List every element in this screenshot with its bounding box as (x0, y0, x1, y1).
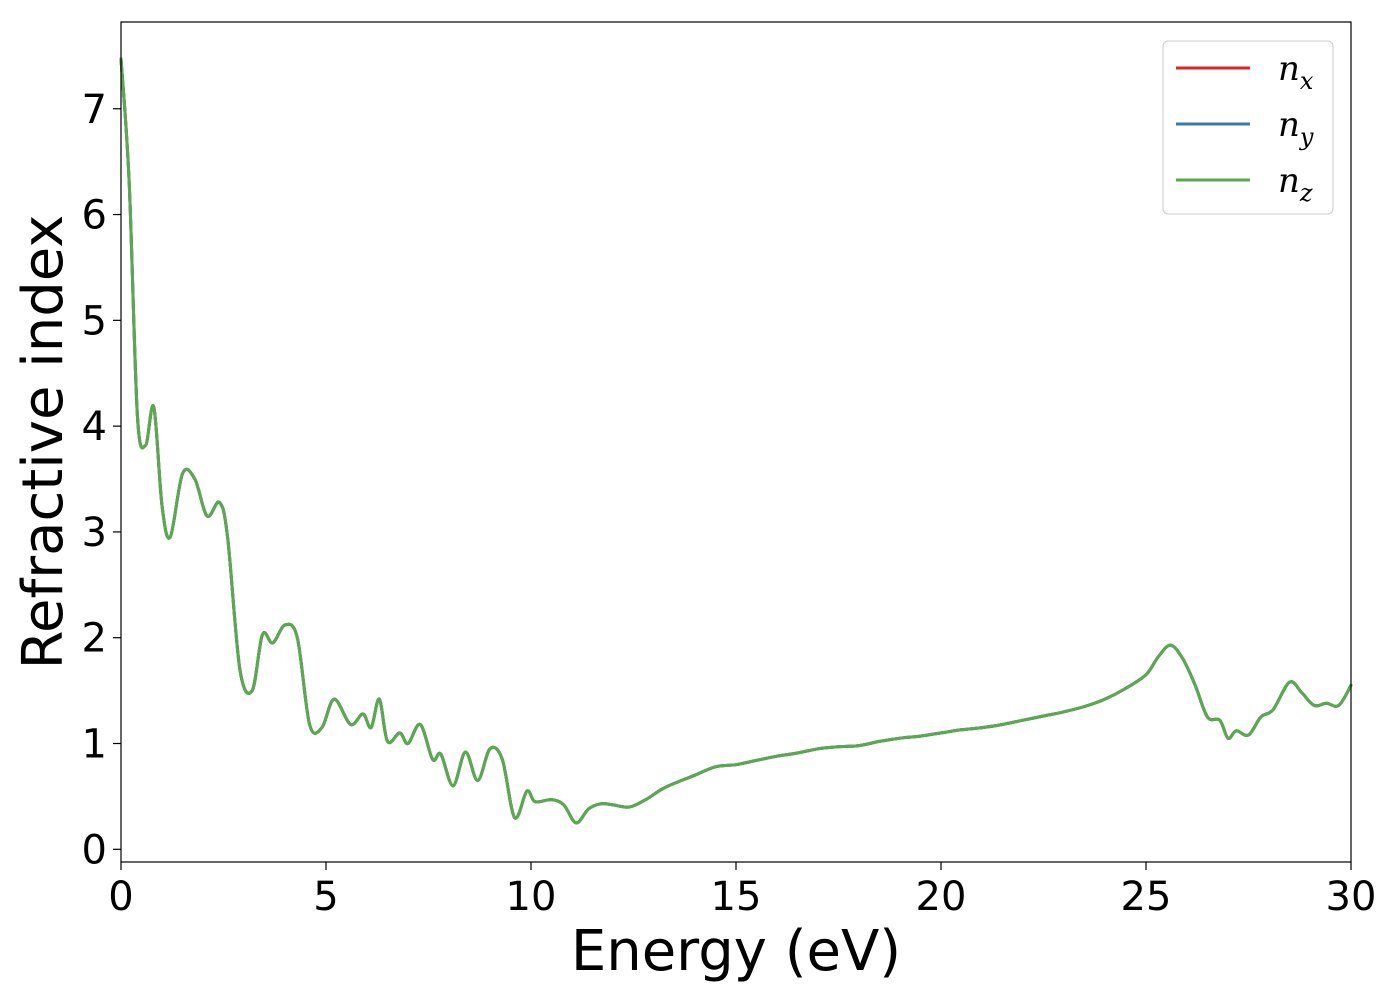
y-tick-label: 0 (82, 827, 107, 873)
legend-frame (1162, 40, 1334, 215)
y-tick-label: 7 (82, 87, 107, 133)
legend-label-subscript: y (1299, 123, 1314, 151)
series-layer (119, 57, 1353, 825)
series-line-nz (119, 57, 1353, 825)
legend-label-nz: nz (1278, 161, 1313, 207)
legend-label-subscript: z (1299, 179, 1313, 207)
y-axis-label: Refractive index (11, 215, 76, 670)
y-tick-label: 4 (82, 404, 107, 450)
legend-label-base: n (1278, 161, 1300, 201)
legend-label-subscript: x (1300, 67, 1314, 95)
x-axis-ticks: 0 5 10 15 20 25 30 (108, 862, 1376, 920)
x-tick-label: 0 (108, 874, 133, 920)
legend-label-base: n (1278, 105, 1300, 145)
legend-label-ny: ny (1278, 105, 1314, 151)
y-tick-label: 5 (82, 298, 107, 344)
x-tick-label: 25 (1121, 874, 1172, 920)
y-tick-label: 1 (82, 722, 107, 768)
y-tick-label: 3 (82, 510, 107, 556)
x-tick-label: 5 (313, 874, 338, 920)
legend-label-nx: nx (1278, 49, 1314, 95)
x-tick-label: 20 (916, 874, 967, 920)
x-tick-label: 15 (711, 874, 762, 920)
x-tick-label: 30 (1326, 874, 1377, 920)
y-tick-label: 6 (82, 193, 107, 239)
y-tick-label: 2 (82, 616, 107, 662)
x-axis-label: Energy (eV) (571, 919, 901, 984)
y-axis-ticks: 0 1 2 3 4 5 6 7 (82, 87, 121, 873)
legend-label-base: n (1278, 49, 1300, 89)
x-tick-label: 10 (506, 874, 557, 920)
